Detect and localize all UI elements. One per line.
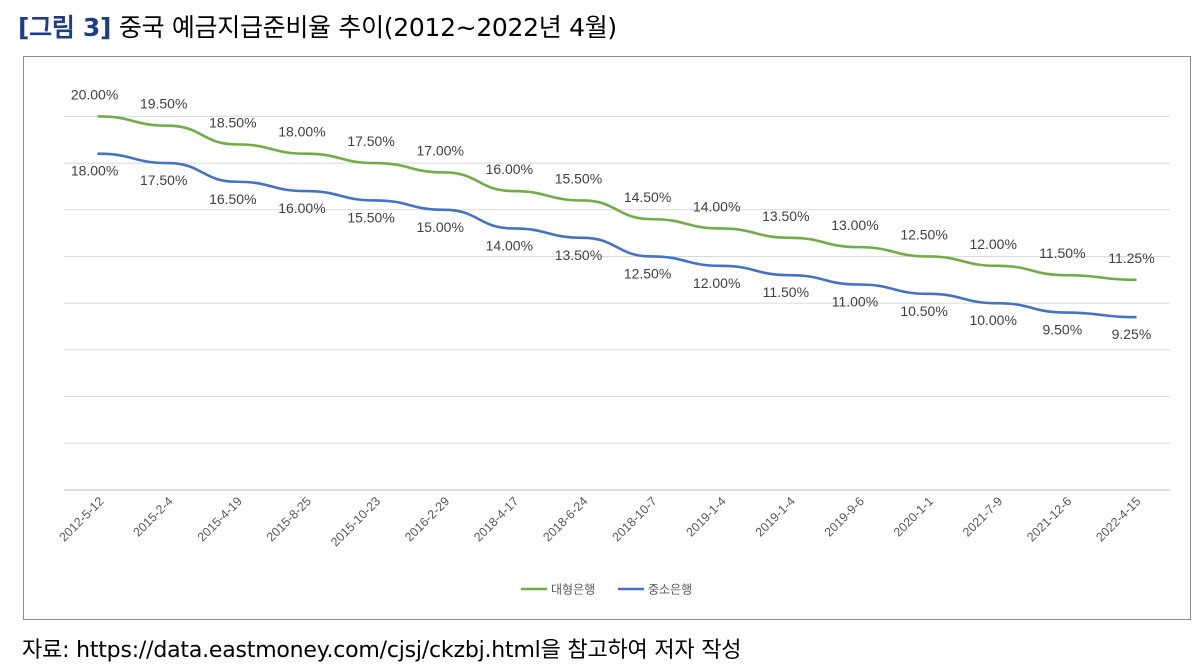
- data-label: 18.00%: [71, 163, 118, 179]
- data-label: 19.50%: [140, 96, 187, 112]
- data-label: 15.50%: [555, 170, 602, 186]
- data-label: 16.50%: [209, 191, 256, 207]
- data-label: 11.25%: [1108, 250, 1154, 266]
- x-tick-label: 2015-8-25: [264, 494, 314, 544]
- data-label: 14.50%: [624, 189, 671, 205]
- series-line-large-bank: [97, 115, 1137, 282]
- figure-title-text: 중국 예금지급준비율 추이(2012~2022년 4월): [118, 13, 617, 42]
- data-label: 9.25%: [1112, 326, 1152, 342]
- x-tick-label: 2018-4-17: [471, 494, 521, 544]
- legend-label-small-bank: 중소은행: [648, 582, 692, 597]
- data-label: 16.00%: [278, 200, 325, 216]
- figure-title: [그림 3] 중국 예금지급준비율 추이(2012~2022년 4월): [18, 8, 617, 44]
- x-tick-label: 2015-10-23: [328, 494, 383, 549]
- chart-frame: 2012-5-12 2015-2-4 2015-4-19 2015-8-25 2015-…: [23, 56, 1191, 620]
- data-label: 10.00%: [969, 312, 1016, 328]
- x-tick-label: 2019-9-6: [822, 494, 867, 539]
- data-label: 18.50%: [209, 114, 256, 130]
- legend-label-large-bank: 대형은행: [551, 582, 595, 597]
- data-label: 15.50%: [347, 209, 394, 225]
- x-tick-label: 2019-1-4: [684, 494, 729, 539]
- x-tick-label: 2021-12-6: [1024, 494, 1074, 544]
- data-label: 10.50%: [900, 303, 947, 319]
- data-label: 14.00%: [693, 198, 740, 214]
- data-label: 13.50%: [555, 247, 602, 263]
- x-tick-label: 2015-2-4: [131, 494, 176, 539]
- x-tick-label: 2019-1-4: [753, 494, 798, 539]
- data-label: 12.50%: [900, 226, 947, 242]
- source-note: 자료: https://data.eastmoney.com/cjsj/ckzb…: [22, 638, 742, 663]
- data-label: 11.00%: [832, 294, 878, 310]
- x-tick-label: 2018-6-24: [540, 494, 590, 544]
- data-label: 13.00%: [831, 217, 878, 233]
- x-tick-label: 2016-2-29: [402, 494, 452, 544]
- data-label: 15.00%: [416, 219, 463, 235]
- data-label: 12.50%: [624, 265, 671, 281]
- data-label: 17.50%: [347, 133, 394, 149]
- data-label: 20.00%: [71, 86, 118, 102]
- data-label: 14.00%: [486, 237, 533, 253]
- data-label: 18.00%: [278, 124, 325, 140]
- data-label: 9.50%: [1042, 322, 1082, 338]
- x-tick-label: 2015-4-19: [195, 494, 245, 544]
- data-label: 13.50%: [762, 208, 809, 224]
- x-tick-label: 2022-4-15: [1093, 494, 1143, 544]
- data-label: 12.00%: [693, 275, 740, 291]
- line-chart: 2012-5-12 2015-2-4 2015-4-19 2015-8-25 2015-…: [56, 86, 1170, 597]
- series-line-small-bank: [97, 152, 1137, 319]
- x-tick-label: 2018-10-7: [609, 494, 659, 544]
- x-tick-label: 2021-7-9: [960, 494, 1005, 539]
- data-label: 12.00%: [969, 236, 1016, 252]
- x-tick-label: 2012-5-12: [56, 494, 106, 544]
- figure-label: [그림 3]: [18, 13, 112, 42]
- data-label: 11.50%: [763, 284, 809, 300]
- data-label: 11.50%: [1039, 245, 1085, 261]
- data-label: 17.50%: [140, 172, 187, 188]
- data-label: 17.00%: [416, 142, 463, 158]
- data-label: 16.00%: [486, 161, 533, 177]
- x-tick-label: 2020-1-1: [891, 494, 936, 539]
